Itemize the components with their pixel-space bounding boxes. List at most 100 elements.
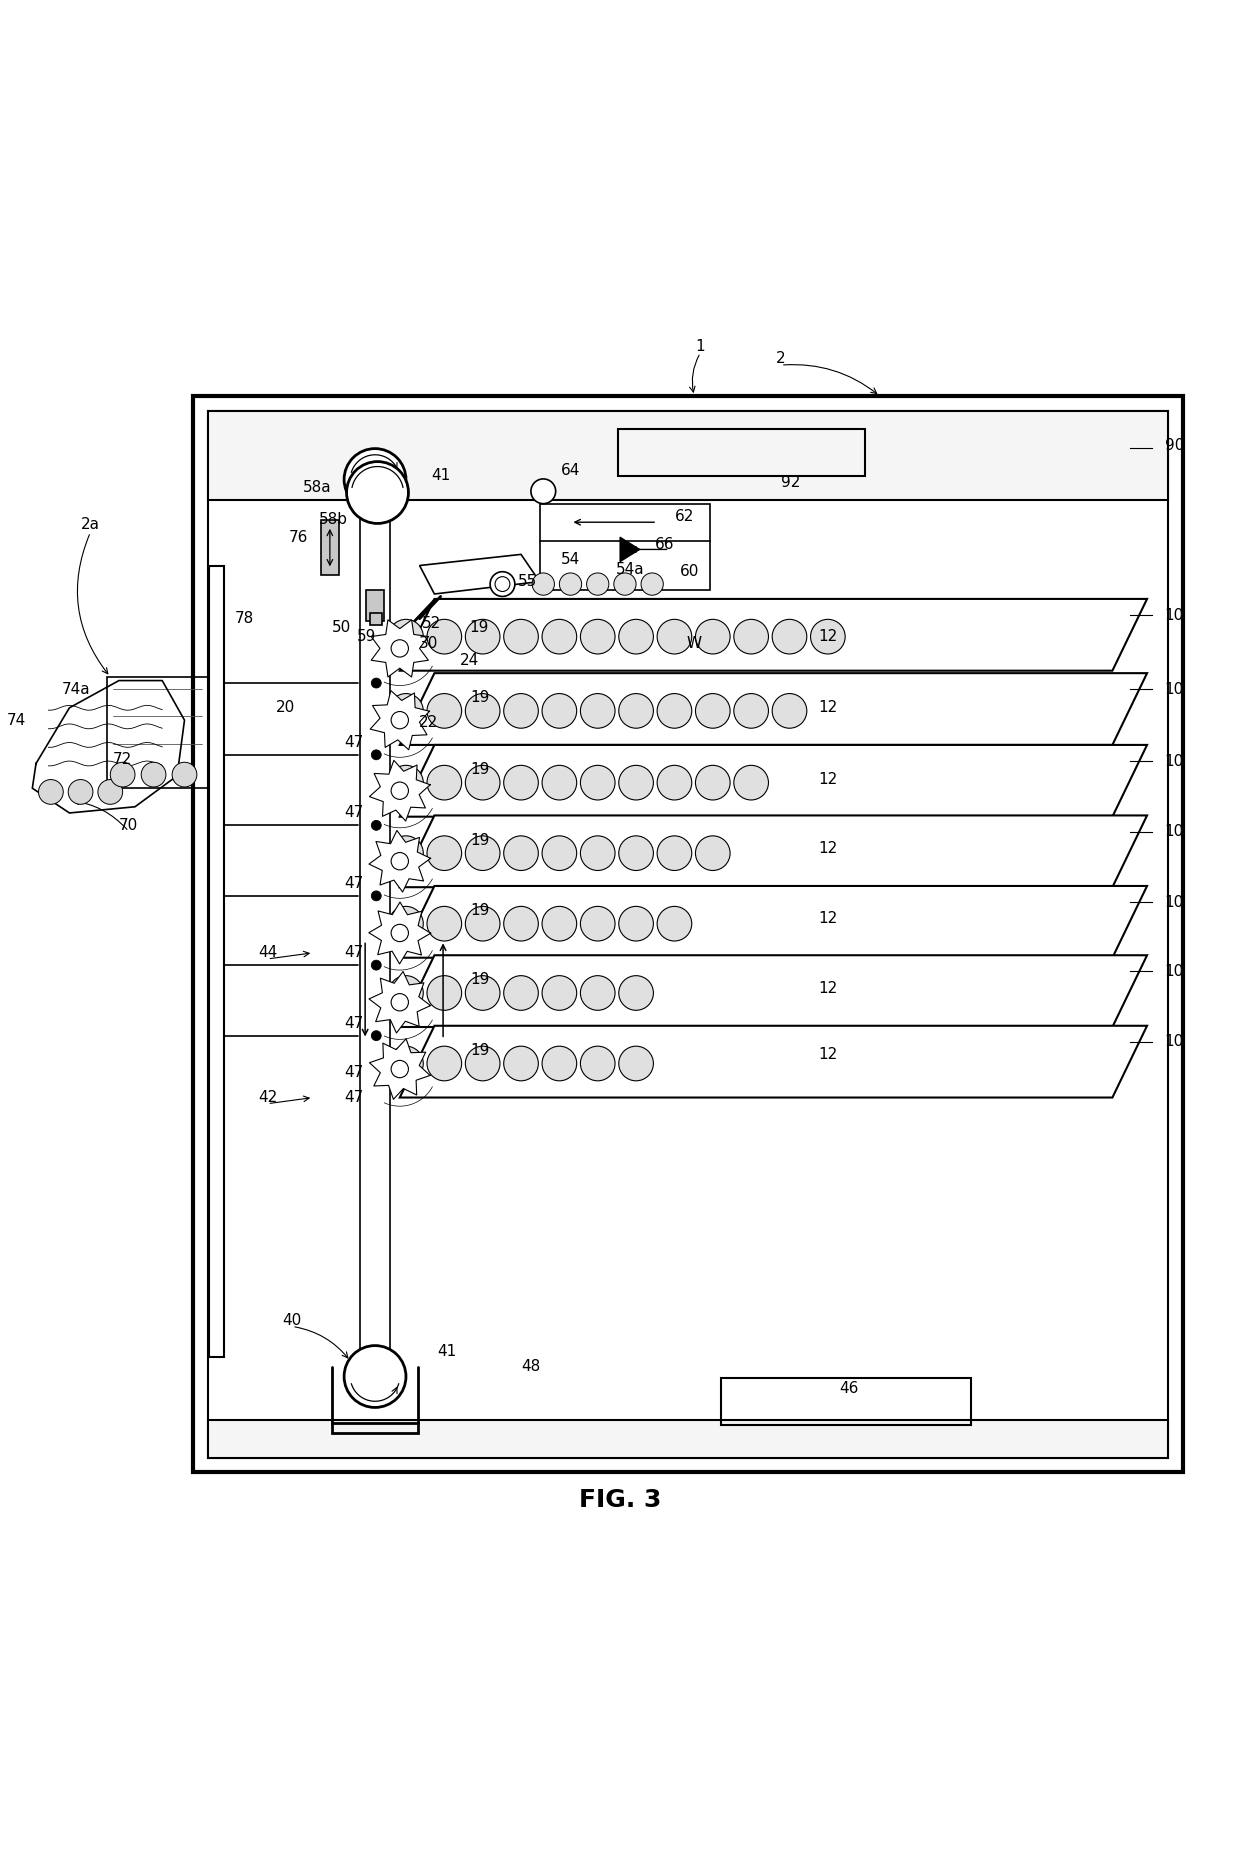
Circle shape [503,1046,538,1081]
Polygon shape [399,955,1147,1027]
Bar [208,411,1168,501]
Text: 74: 74 [6,713,26,728]
Text: 62: 62 [675,508,694,523]
Circle shape [427,906,461,942]
Text: 12: 12 [818,700,837,715]
Text: 59: 59 [357,629,376,644]
Text: 47: 47 [345,1016,363,1031]
Text: 19: 19 [469,620,489,635]
Circle shape [346,462,408,523]
Text: 1: 1 [696,339,706,354]
Circle shape [98,780,123,804]
Circle shape [391,640,408,657]
Circle shape [490,571,515,596]
Text: 2a: 2a [81,517,100,532]
Circle shape [391,711,408,730]
Circle shape [619,1046,653,1081]
Circle shape [503,765,538,800]
Circle shape [657,694,692,728]
Text: 76: 76 [289,530,308,545]
Circle shape [696,620,730,653]
Circle shape [371,677,381,689]
Circle shape [427,836,461,871]
Circle shape [811,620,846,653]
Circle shape [38,780,63,804]
Text: 74a: 74a [61,681,91,696]
Text: 44: 44 [258,945,277,960]
Circle shape [580,906,615,942]
Text: 52: 52 [423,616,441,631]
Circle shape [503,975,538,1011]
Circle shape [503,694,538,728]
Text: 10: 10 [1164,681,1184,696]
Polygon shape [399,886,1147,958]
Bar [360,495,389,1360]
Polygon shape [370,1038,430,1100]
Circle shape [495,577,510,592]
Circle shape [427,1046,461,1081]
Text: 12: 12 [818,910,837,925]
Polygon shape [399,1025,1147,1098]
Circle shape [580,836,615,871]
Circle shape [619,836,653,871]
Circle shape [696,765,730,800]
Circle shape [580,975,615,1011]
Circle shape [388,1046,423,1081]
Circle shape [734,765,769,800]
Text: W: W [687,636,702,651]
Text: 47: 47 [345,735,363,750]
Polygon shape [399,599,1147,670]
Circle shape [542,765,577,800]
Circle shape [391,852,408,869]
Circle shape [427,765,461,800]
Text: 19: 19 [470,690,490,705]
Circle shape [619,694,653,728]
Text: 10: 10 [1164,607,1184,623]
Circle shape [141,763,166,787]
Text: 19: 19 [470,903,490,917]
Text: 58b: 58b [319,512,347,527]
Text: 10: 10 [1164,824,1184,839]
Polygon shape [620,538,640,562]
Text: 10: 10 [1164,964,1184,979]
Circle shape [465,765,500,800]
Text: 19: 19 [470,832,490,847]
Circle shape [503,906,538,942]
Text: 92: 92 [781,475,801,489]
Circle shape [696,694,730,728]
Circle shape [388,765,423,800]
Text: 24: 24 [460,653,479,668]
Text: 48: 48 [521,1359,541,1373]
Polygon shape [370,761,430,821]
Text: 70: 70 [119,817,139,834]
Bar [193,396,1183,1472]
Text: 46: 46 [839,1381,858,1396]
Circle shape [465,836,500,871]
Text: 10: 10 [1164,754,1184,769]
Polygon shape [368,903,430,964]
Circle shape [657,620,692,653]
Bar [321,519,340,575]
Text: 10: 10 [1164,1035,1184,1050]
Text: 12: 12 [818,1046,837,1063]
Circle shape [371,891,381,901]
Text: 64: 64 [560,463,580,478]
Text: 12: 12 [818,629,837,644]
Text: 40: 40 [283,1312,301,1327]
Bar [539,504,711,590]
Bar [208,1420,1168,1457]
Circle shape [580,1046,615,1081]
Circle shape [734,620,769,653]
Circle shape [619,620,653,653]
Circle shape [391,925,408,942]
Polygon shape [399,815,1147,888]
Text: 19: 19 [470,973,490,988]
Circle shape [110,763,135,787]
Text: FIG. 3: FIG. 3 [579,1487,661,1511]
Circle shape [734,694,769,728]
Circle shape [657,836,692,871]
Text: 42: 42 [258,1091,277,1105]
Bar [208,411,1168,1457]
Circle shape [388,836,423,871]
Bar [107,677,208,789]
